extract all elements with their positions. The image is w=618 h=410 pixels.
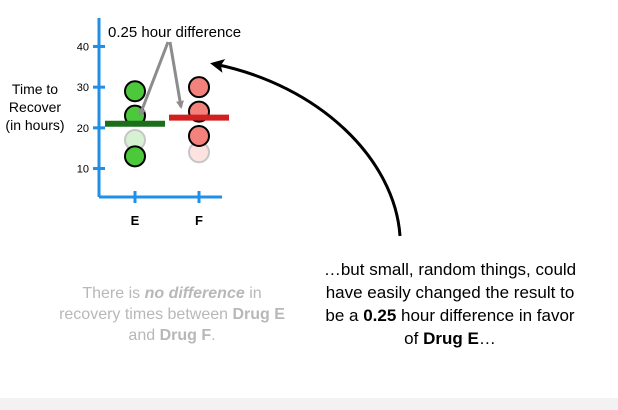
y-axis-label: Time to Recover (in hours) — [0, 80, 70, 134]
y-axis-label-line: Time to — [11, 81, 59, 97]
y-tick-label: 20 — [77, 123, 89, 135]
y-tick-label: 30 — [77, 82, 89, 94]
bottom-strip — [0, 398, 618, 410]
curved-pointer-arrow — [210, 59, 402, 237]
no-difference-note: There is no difference in recovery times… — [52, 283, 292, 346]
y-axis-label-line: (in hours) — [5, 117, 65, 133]
note-emphasis: no difference — [144, 285, 245, 302]
x-tick-label: F — [195, 213, 203, 228]
data-point — [124, 80, 146, 103]
note-text: … — [478, 329, 496, 348]
data-point — [188, 124, 210, 147]
note-text: hour difference in favor of — [396, 306, 575, 348]
data-point — [124, 145, 146, 168]
note-emphasis: 0.25 — [363, 306, 397, 325]
random-chance-note: …but small, random things, could have ea… — [320, 258, 580, 350]
data-point — [188, 76, 210, 99]
difference-annotation: 0.25 hour difference — [108, 24, 241, 41]
x-tick-label: E — [131, 213, 140, 228]
note-text: . — [211, 327, 216, 344]
note-emphasis: Drug E — [232, 306, 285, 323]
y-axis-label-line: Recover — [8, 99, 62, 115]
y-tick-label: 10 — [77, 164, 89, 176]
note-text: in recovery times between — [59, 285, 262, 323]
annotation-arrow-to-f-mean — [168, 41, 184, 109]
annotation-arrow-to-e-mean — [138, 41, 170, 117]
dot-plot: 10 20 30 40 E F — [77, 18, 229, 228]
note-text: and — [128, 327, 160, 344]
note-text: …but small, random things, could have ea… — [323, 260, 577, 325]
note-emphasis: Drug E — [423, 329, 479, 348]
annotation-group: 0.25 hour difference — [108, 24, 241, 117]
note-emphasis: Drug F — [159, 327, 212, 344]
y-tick-label: 40 — [77, 41, 89, 53]
note-text: There is — [82, 285, 145, 302]
